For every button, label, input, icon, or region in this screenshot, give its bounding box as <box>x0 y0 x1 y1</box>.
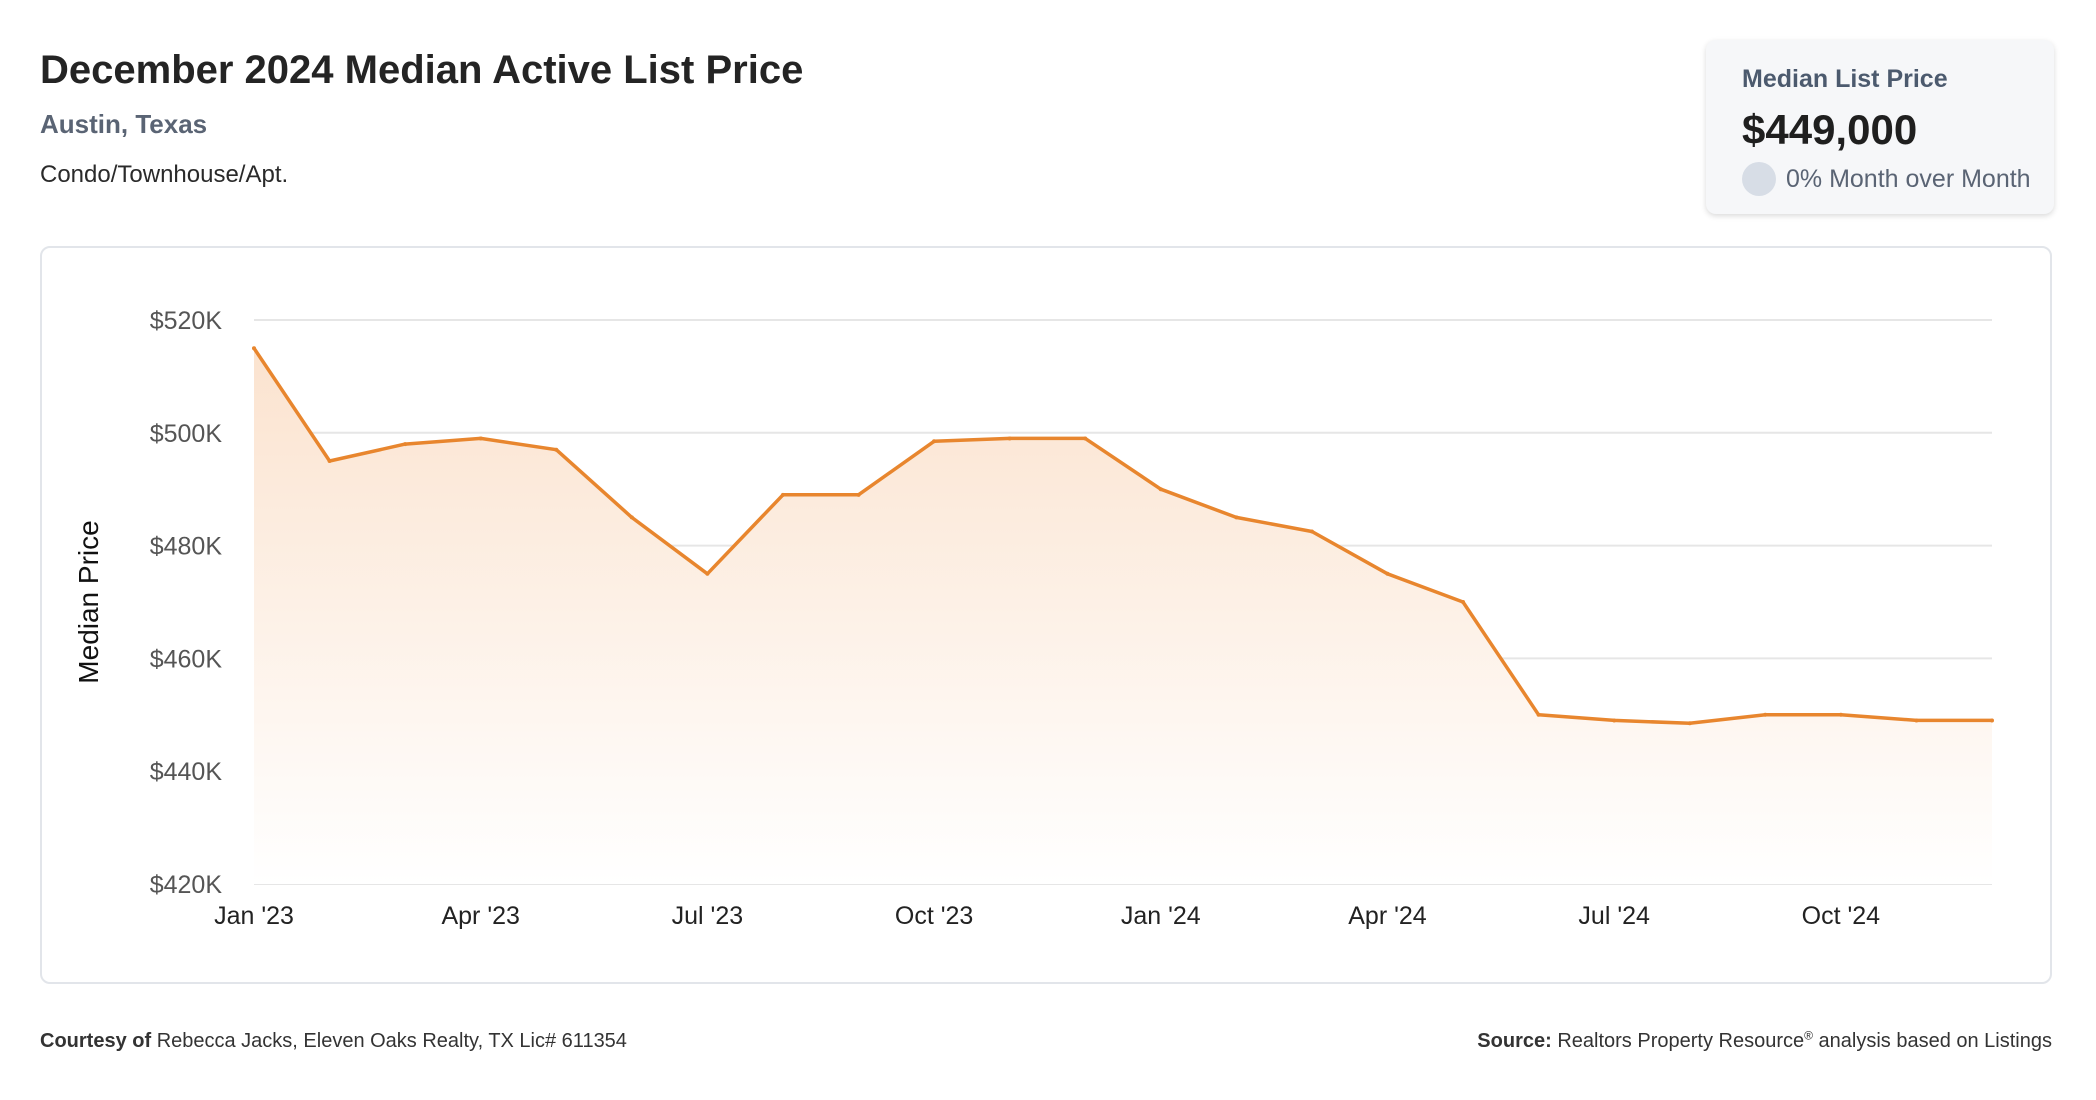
data-point <box>252 346 256 351</box>
data-point <box>1158 487 1163 492</box>
price-area <box>254 348 1992 884</box>
data-points <box>252 346 1994 726</box>
location-subtitle: Austin, Texas <box>40 109 208 139</box>
registered-mark: ® <box>1804 1028 1813 1043</box>
data-point <box>1007 436 1012 441</box>
source-footer: Source: Realtors Property Resource® anal… <box>1477 1028 2052 1054</box>
property-type-label: Condo/Townhouse/Apt. <box>40 161 289 188</box>
data-point <box>1536 712 1541 717</box>
x-tick-label: Jan '23 <box>214 902 294 930</box>
x-tick-label: Jul '24 <box>1578 902 1650 930</box>
x-axis-ticks: Jan '23 Apr '23 Jul '23 Oct '23 Jan '24 Apr '… <box>214 902 1880 930</box>
y-tick-label: $520K <box>150 307 223 335</box>
x-tick-label: Apr '23 <box>441 902 519 930</box>
data-point <box>856 492 861 497</box>
y-tick-label: $480K <box>150 533 223 561</box>
summary-value: $449,000 <box>1742 106 1918 153</box>
page-title: December 2024 Median Active List Price <box>40 48 804 92</box>
data-point <box>1838 712 1843 717</box>
courtesy-text: Rebecca Jacks, Eleven Oaks Realty, TX Li… <box>156 1030 627 1052</box>
y-axis-ticks: $420K $440K $460K $480K $500K $520K <box>150 307 223 899</box>
x-tick-label: Oct '24 <box>1802 902 1881 930</box>
data-point <box>403 442 408 447</box>
data-point <box>1083 436 1088 441</box>
y-tick-label: $460K <box>150 645 223 673</box>
data-point <box>705 571 710 576</box>
data-point <box>1687 721 1692 726</box>
data-point <box>932 439 937 444</box>
data-point <box>629 515 634 520</box>
data-point <box>1309 529 1314 534</box>
chart-panel: $420K $440K $460K $480K $500K $520K Jan '23 Ap… <box>40 246 2052 984</box>
y-tick-label: $420K <box>150 871 223 899</box>
courtesy-label: Courtesy of <box>40 1030 152 1052</box>
median-price-chart: $420K $440K $460K $480K $500K $520K Jan '23 Ap… <box>73 307 1994 930</box>
summary-change: 0% Month over Month <box>1742 162 2054 196</box>
data-point <box>1990 718 1994 723</box>
median-price-summary-card: Median List Price $449,000 0% Month over… <box>1706 40 2054 214</box>
data-point <box>478 436 483 441</box>
x-tick-label: Jul '23 <box>672 902 743 930</box>
summary-label: Median List Price <box>1742 65 1948 93</box>
data-point <box>1385 571 1390 576</box>
data-point <box>780 492 785 497</box>
y-tick-label: $500K <box>150 420 223 448</box>
data-point <box>1461 600 1466 604</box>
x-tick-label: Jan '24 <box>1121 902 1201 930</box>
change-indicator-icon <box>1742 162 1776 196</box>
source-label: Source: <box>1477 1030 1552 1052</box>
source-text: analysis based on Listings <box>1818 1030 2052 1052</box>
courtesy-footer: Courtesy of Rebecca Jacks, Eleven Oaks R… <box>40 1028 627 1054</box>
data-point <box>1612 718 1617 723</box>
x-tick-label: Apr '24 <box>1348 902 1427 930</box>
summary-change-text: 0% Month over Month <box>1786 165 2031 193</box>
y-tick-label: $440K <box>150 758 223 786</box>
data-point <box>554 447 559 452</box>
x-tick-label: Oct '23 <box>895 902 973 930</box>
source-name: Realtors Property Resource <box>1557 1030 1805 1052</box>
data-point <box>1763 712 1768 717</box>
data-point <box>327 459 332 463</box>
price-line <box>252 346 1994 726</box>
data-point <box>1234 515 1239 520</box>
y-axis-label: Median Price <box>73 520 104 683</box>
data-point <box>1914 718 1919 723</box>
